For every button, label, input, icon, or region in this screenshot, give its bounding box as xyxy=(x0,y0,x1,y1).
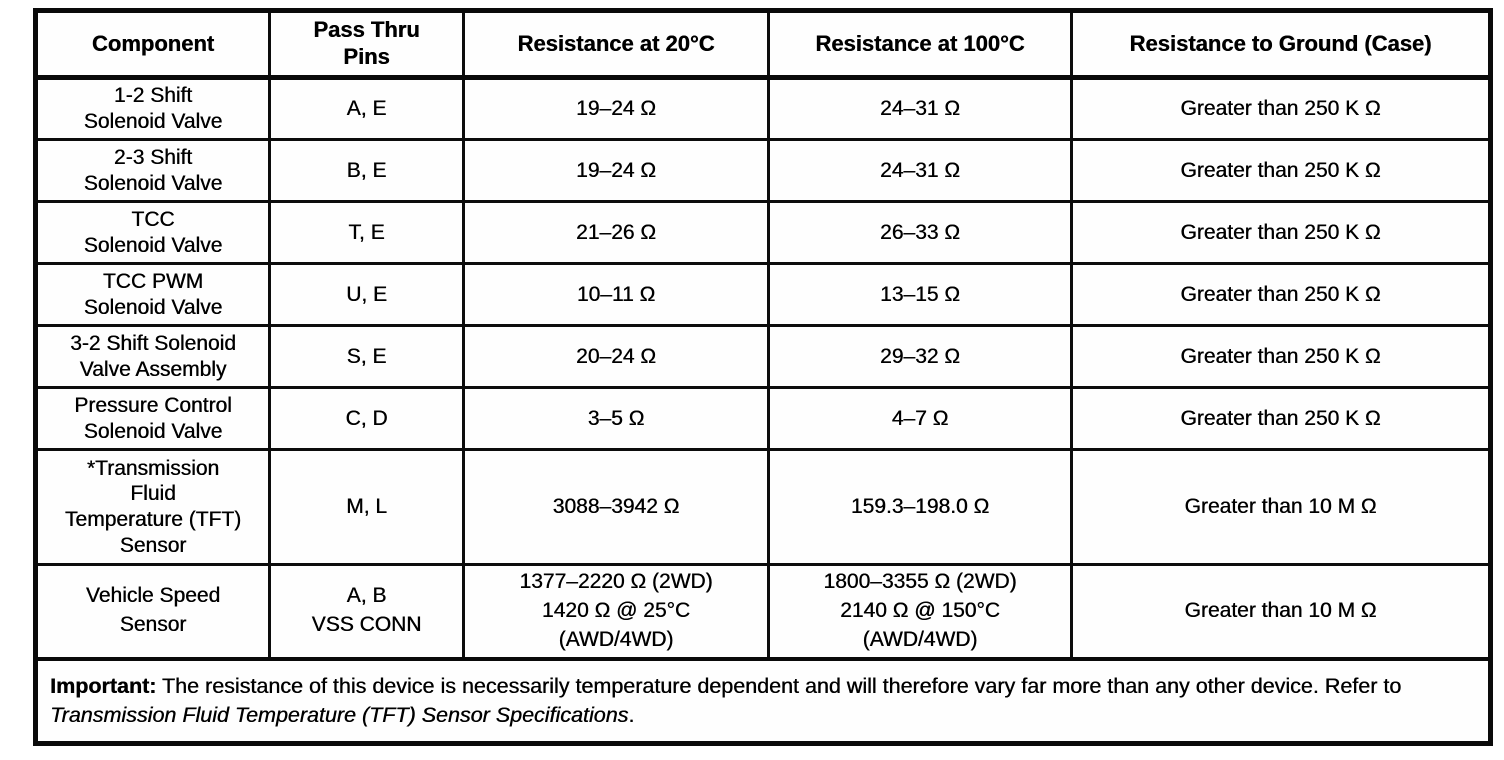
pins-cell: U, E xyxy=(268,262,465,327)
component-cell: *Transmission Fluid Temperature (TFT) Se… xyxy=(34,448,271,566)
component-cell: 2-3 Shift Solenoid Valve xyxy=(34,138,271,203)
table-header-row: Component Pass Thru Pins Resistance at 2… xyxy=(34,9,1492,80)
pins-cell: S, E xyxy=(268,324,465,389)
resistance-ground-cell: Greater than 10 M Ω xyxy=(1070,448,1492,566)
resistance-spec-table: Component Pass Thru Pins Resistance at 2… xyxy=(33,8,1493,746)
resistance-100c-cell: 4–7 Ω xyxy=(767,386,1073,451)
pins-cell: A, B VSS CONN xyxy=(268,562,465,661)
footnote-cell: Important: The resistance of this device… xyxy=(34,656,1492,745)
resistance-100c-cell: 26–33 Ω xyxy=(767,200,1073,265)
table-row: TCC Solenoid Valve T, E 21–26 Ω 26–33 Ω … xyxy=(34,200,1492,265)
resistance-ground-cell: Greater than 250 K Ω xyxy=(1070,262,1492,327)
resistance-100c-cell: 1800–3355 Ω (2WD) 2140 Ω @ 150°C (AWD/4W… xyxy=(767,562,1073,661)
resistance-ground-cell: Greater than 250 K Ω xyxy=(1070,200,1492,265)
resistance-100c-cell: 29–32 Ω xyxy=(767,324,1073,389)
resistance-100c-cell: 24–31 Ω xyxy=(767,76,1073,141)
footnote-label: Important: xyxy=(50,673,157,698)
table-row: 2-3 Shift Solenoid Valve B, E 19–24 Ω 24… xyxy=(34,138,1492,203)
resistance-ground-cell: Greater than 10 M Ω xyxy=(1070,562,1492,661)
pins-cell: T, E xyxy=(268,200,465,265)
pins-cell: A, E xyxy=(268,76,465,141)
table-row: 1-2 Shift Solenoid Valve A, E 19–24 Ω 24… xyxy=(34,76,1492,141)
resistance-20c-cell: 10–11 Ω xyxy=(462,262,770,327)
column-header-resistance-ground: Resistance to Ground (Case) xyxy=(1070,9,1492,80)
resistance-100c-cell: 159.3–198.0 Ω xyxy=(767,448,1073,566)
resistance-20c-cell: 3088–3942 Ω xyxy=(462,448,770,566)
pins-cell: B, E xyxy=(268,138,465,203)
table-row: 3-2 Shift Solenoid Valve Assembly S, E 2… xyxy=(34,324,1492,389)
resistance-20c-cell: 20–24 Ω xyxy=(462,324,770,389)
column-header-resistance-20c: Resistance at 20°C xyxy=(462,9,770,80)
resistance-100c-cell: 13–15 Ω xyxy=(767,262,1073,327)
table-row: Vehicle Speed Sensor A, B VSS CONN 1377–… xyxy=(34,562,1492,661)
component-cell: Vehicle Speed Sensor xyxy=(34,562,271,661)
resistance-20c-cell: 19–24 Ω xyxy=(462,76,770,141)
component-cell: 1-2 Shift Solenoid Valve xyxy=(34,76,271,141)
column-header-component: Component xyxy=(34,9,271,80)
table-row: *Transmission Fluid Temperature (TFT) Se… xyxy=(34,448,1492,566)
resistance-ground-cell: Greater than 250 K Ω xyxy=(1070,138,1492,203)
footnote-body: The resistance of this device is necessa… xyxy=(156,673,1402,698)
resistance-ground-cell: Greater than 250 K Ω xyxy=(1070,324,1492,389)
component-cell: Pressure Control Solenoid Valve xyxy=(34,386,271,451)
footnote-suffix: . xyxy=(628,702,635,727)
resistance-100c-cell: 24–31 Ω xyxy=(767,138,1073,203)
resistance-20c-cell: 1377–2220 Ω (2WD) 1420 Ω @ 25°C (AWD/4WD… xyxy=(462,562,770,661)
resistance-20c-cell: 19–24 Ω xyxy=(462,138,770,203)
column-header-resistance-100c: Resistance at 100°C xyxy=(767,9,1073,80)
footnote-italic-reference: Transmission Fluid Temperature (TFT) Sen… xyxy=(50,702,629,727)
table-row: TCC PWM Solenoid Valve U, E 10–11 Ω 13–1… xyxy=(34,262,1492,327)
resistance-20c-cell: 3–5 Ω xyxy=(462,386,770,451)
component-cell: 3-2 Shift Solenoid Valve Assembly xyxy=(34,324,271,389)
resistance-20c-cell: 21–26 Ω xyxy=(462,200,770,265)
table-row: Pressure Control Solenoid Valve C, D 3–5… xyxy=(34,386,1492,451)
pins-cell: C, D xyxy=(268,386,465,451)
pins-cell: M, L xyxy=(268,448,465,566)
resistance-ground-cell: Greater than 250 K Ω xyxy=(1070,386,1492,451)
footnote-row: Important: The resistance of this device… xyxy=(34,656,1492,745)
column-header-pass-thru-pins: Pass Thru Pins xyxy=(268,9,465,80)
component-cell: TCC PWM Solenoid Valve xyxy=(34,262,271,327)
resistance-ground-cell: Greater than 250 K Ω xyxy=(1070,76,1492,141)
component-cell: TCC Solenoid Valve xyxy=(34,200,271,265)
